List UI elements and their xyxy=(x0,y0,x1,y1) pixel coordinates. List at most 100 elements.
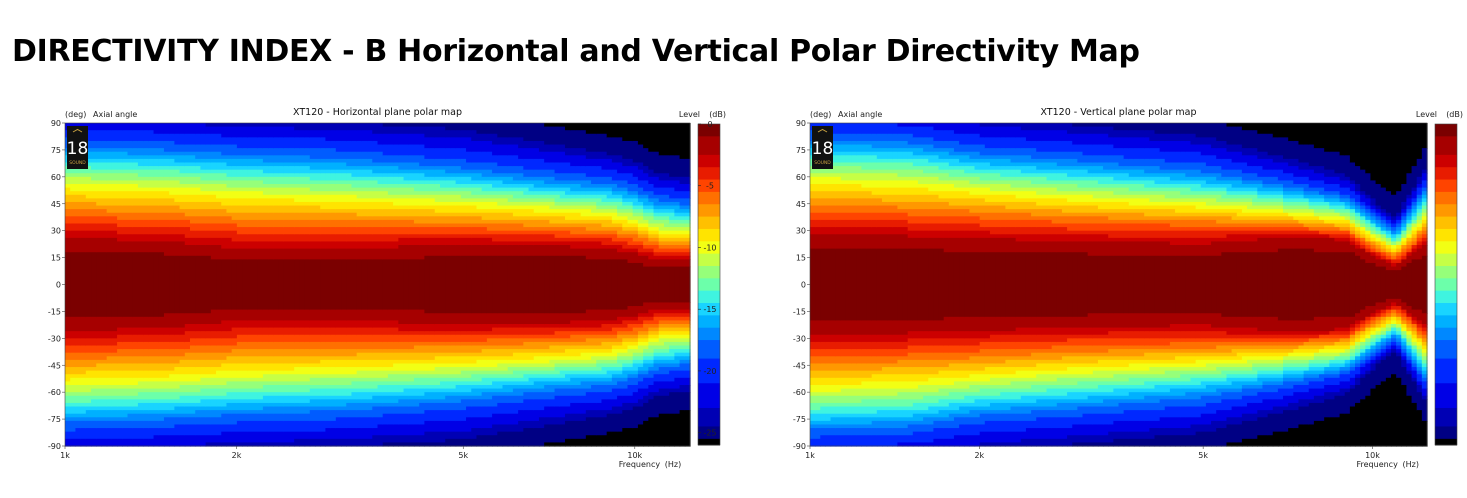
heatmap-cell xyxy=(419,442,425,447)
heatmap-cell xyxy=(533,410,540,422)
heatmap-cell xyxy=(502,370,509,375)
heatmap-cell xyxy=(450,388,457,393)
heatmap-cell xyxy=(356,187,363,192)
heatmap-cell xyxy=(450,367,457,375)
heatmap-cell xyxy=(471,367,478,372)
heatmap-cell xyxy=(91,252,97,318)
heatmap-cell xyxy=(351,158,358,167)
heatmap-cell xyxy=(236,176,243,182)
heatmap-cell xyxy=(257,442,264,447)
heatmap-cell xyxy=(65,367,71,375)
heatmap-cell xyxy=(70,166,77,174)
heatmap-cell xyxy=(596,377,603,382)
heatmap-cell xyxy=(533,255,540,314)
heatmap-cell xyxy=(80,406,87,415)
heatmap-cell xyxy=(502,184,509,189)
heatmap-cell xyxy=(434,166,441,171)
heatmap-cell xyxy=(315,184,321,192)
heatmap-cell xyxy=(445,223,452,228)
heatmap-cell xyxy=(70,230,77,239)
heatmap-cell xyxy=(591,435,597,447)
heatmap-cell xyxy=(585,309,592,321)
heatmap-cell xyxy=(637,212,644,217)
heatmap-cell xyxy=(335,428,342,440)
heatmap-cell xyxy=(460,223,467,228)
heatmap-cell xyxy=(361,169,368,178)
heatmap-cell xyxy=(163,155,170,160)
heatmap-cell xyxy=(575,359,582,365)
heatmap-cell xyxy=(75,392,82,397)
heatmap-cell xyxy=(101,151,108,160)
heatmap-cell xyxy=(601,227,608,232)
heatmap-cell xyxy=(387,219,394,228)
heatmap-cell xyxy=(413,126,420,135)
heatmap-cell xyxy=(158,341,165,350)
heatmap-cell xyxy=(117,438,123,447)
heatmap-cell xyxy=(523,187,530,196)
heatmap-cell xyxy=(257,420,264,433)
heatmap-cell xyxy=(627,158,634,167)
heatmap-cell xyxy=(450,173,457,178)
heatmap-cell xyxy=(424,402,431,411)
heatmap-cell xyxy=(408,237,415,246)
heatmap-cell xyxy=(325,162,332,171)
heatmap-cell xyxy=(434,341,441,347)
heatmap-cell xyxy=(408,388,415,397)
heatmap-cell xyxy=(471,151,478,164)
heatmap-cell xyxy=(231,424,238,433)
heatmap-cell xyxy=(601,248,608,260)
heatmap-cell xyxy=(575,198,582,203)
heatmap-cell xyxy=(528,198,535,203)
heatmap-cell xyxy=(533,341,540,350)
heatmap-cell xyxy=(492,359,498,368)
heatmap-cell xyxy=(309,158,316,164)
heatmap-cell xyxy=(471,184,478,189)
heatmap-cell xyxy=(460,176,467,185)
heatmap-cell xyxy=(288,384,295,393)
heatmap-cell xyxy=(544,126,550,146)
heatmap-cell xyxy=(471,245,478,257)
heatmap-cell xyxy=(632,338,639,343)
heatmap-cell xyxy=(288,381,295,386)
heatmap-cell xyxy=(216,399,222,408)
heatmap-cell xyxy=(393,381,399,386)
heatmap-cell xyxy=(669,381,675,390)
heatmap-cell xyxy=(658,234,665,239)
heatmap-cell xyxy=(601,417,608,436)
heatmap-cell xyxy=(533,241,540,246)
heatmap-cell xyxy=(450,191,457,196)
heatmap-cell xyxy=(341,417,347,429)
heatmap-cell xyxy=(132,334,139,343)
heatmap-cell xyxy=(507,123,514,138)
heatmap-cell xyxy=(309,148,316,160)
heatmap-cell xyxy=(341,140,347,153)
heatmap-cell xyxy=(523,352,530,361)
heatmap-cell xyxy=(596,402,603,411)
heatmap-cell xyxy=(622,316,629,321)
heatmap-cell xyxy=(91,173,97,182)
heatmap-cell xyxy=(398,349,405,354)
heatmap-cell xyxy=(591,331,597,336)
heatmap-cell xyxy=(356,349,363,354)
heatmap-cell xyxy=(585,187,592,192)
heatmap-cell xyxy=(632,223,639,228)
heatmap-cell xyxy=(294,367,300,375)
heatmap-cell xyxy=(341,191,347,196)
heatmap-cell xyxy=(575,341,582,347)
heatmap-cell xyxy=(424,384,431,390)
heatmap-cell xyxy=(523,359,530,365)
heatmap-cell xyxy=(413,377,420,386)
heatmap-cell xyxy=(153,392,160,400)
heatmap-cell xyxy=(559,406,566,418)
heatmap-cell xyxy=(591,259,597,311)
heatmap-cell xyxy=(601,399,608,411)
heatmap-cell xyxy=(257,212,264,221)
heatmap-cell xyxy=(627,316,634,321)
heatmap-cell xyxy=(387,234,394,243)
heatmap-cell xyxy=(179,184,186,189)
heatmap-cell xyxy=(398,176,405,185)
heatmap-cell xyxy=(184,209,191,217)
heatmap-cell xyxy=(101,420,108,429)
heatmap-cell xyxy=(91,331,97,339)
heatmap-cell xyxy=(419,234,425,239)
